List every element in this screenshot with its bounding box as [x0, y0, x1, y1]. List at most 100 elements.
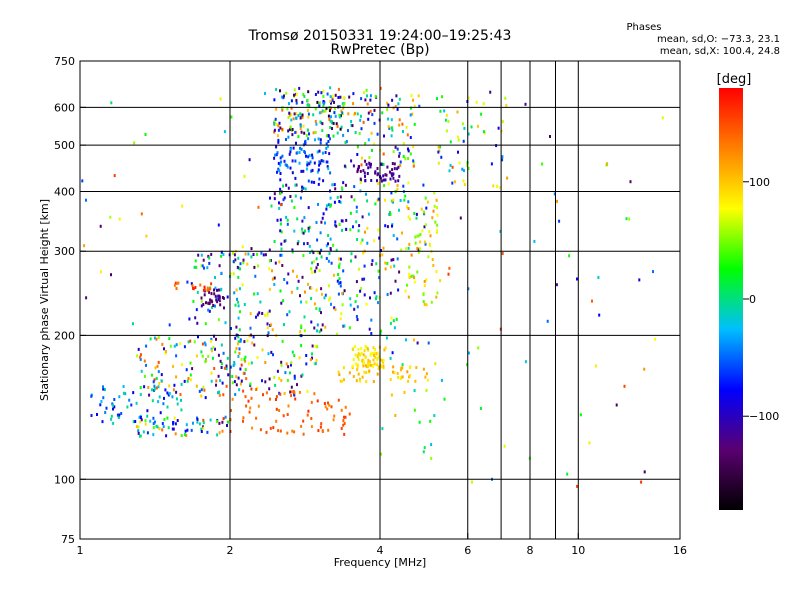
scatter-point	[256, 252, 258, 256]
scatter-point	[359, 289, 362, 293]
scatter-point	[393, 264, 396, 268]
scatter-point	[436, 213, 439, 217]
scatter-point	[176, 281, 179, 285]
scatter-point	[294, 176, 297, 180]
scatter-point	[144, 422, 147, 426]
scatter-point	[376, 132, 379, 136]
x-tick-label: 10	[571, 544, 585, 557]
scatter-point	[330, 261, 333, 265]
scatter-point	[293, 112, 296, 116]
scatter-point	[234, 303, 237, 307]
scatter-point	[413, 104, 416, 108]
scatter-point	[297, 279, 300, 283]
scatter-point	[407, 147, 409, 151]
scatter-point	[302, 169, 305, 173]
scatter-point	[288, 127, 291, 131]
scatter-point	[376, 199, 379, 203]
scatter-point	[316, 323, 319, 327]
scatter-point	[276, 151, 279, 155]
scatter-point	[333, 111, 336, 115]
scatter-point	[280, 301, 283, 305]
scatter-point	[241, 283, 244, 287]
scatter-point	[492, 184, 495, 188]
scatter-point	[320, 287, 323, 291]
scatter-point	[413, 122, 416, 126]
scatter-point	[350, 252, 353, 256]
scatter-point	[278, 409, 281, 412]
scatter-point	[330, 302, 332, 306]
scatter-point	[175, 390, 178, 394]
scatter-point	[153, 384, 156, 388]
scatter-point	[374, 355, 377, 359]
scatter-point	[398, 154, 401, 158]
scatter-point	[327, 140, 330, 143]
scatter-point	[237, 355, 240, 358]
scatter-point	[396, 167, 399, 171]
scatter-point	[355, 210, 358, 214]
scatter-point	[102, 385, 104, 389]
scatter-point	[229, 365, 232, 369]
scatter-point	[303, 131, 306, 135]
scatter-point	[271, 277, 274, 281]
scatter-point	[307, 137, 310, 141]
scatter-point	[377, 197, 380, 201]
scatter-point	[640, 480, 643, 484]
y-tick-label: 100	[54, 473, 75, 486]
scatter-point	[268, 387, 271, 391]
scatter-point	[368, 327, 371, 331]
scatter-point	[280, 379, 283, 382]
scatter-point	[406, 370, 409, 374]
scatter-point	[380, 179, 383, 183]
scatter-point	[239, 287, 241, 291]
scatter-point	[168, 337, 171, 341]
scatter-point	[300, 169, 303, 173]
scatter-point	[209, 418, 212, 422]
scatter-point	[424, 375, 427, 379]
scatter-point	[285, 215, 288, 219]
x-tick-label: 4	[377, 544, 384, 557]
grid-lines	[80, 61, 680, 539]
scatter-point	[257, 264, 260, 268]
scatter-point	[285, 183, 288, 187]
scatter-point	[149, 419, 152, 423]
scatter-point	[282, 299, 285, 303]
scatter-point	[413, 280, 416, 284]
x-tick-label: 6	[464, 544, 471, 557]
scatter-point	[480, 112, 483, 116]
scatter-point	[195, 308, 198, 312]
scatter-point	[373, 108, 376, 112]
scatter-point	[467, 96, 470, 100]
scatter-point	[264, 361, 267, 364]
scatter-point	[378, 236, 381, 240]
scatter-point	[327, 242, 329, 246]
scatter-point	[338, 265, 341, 269]
scatter-point	[85, 198, 87, 202]
scatter-point	[375, 295, 378, 299]
scatter-point	[449, 163, 452, 167]
scatter-point	[172, 427, 175, 431]
scatter-point	[320, 91, 323, 95]
scatter-point	[325, 204, 328, 208]
scatter-point	[461, 122, 464, 126]
scatter-point	[211, 349, 213, 353]
scatter-point	[162, 402, 165, 406]
scatter-point	[157, 400, 160, 404]
scatter-point	[172, 421, 175, 424]
scatter-point	[443, 397, 446, 401]
scatter-point	[327, 428, 330, 432]
scatter-point	[341, 186, 343, 190]
scatter-point	[335, 224, 338, 228]
scatter-point	[270, 204, 273, 208]
scatter-point	[175, 397, 178, 401]
scatter-point	[240, 379, 243, 383]
scatter-point	[445, 129, 448, 133]
scatter-point	[173, 283, 176, 287]
scatter-point	[222, 253, 225, 256]
scatter-point	[140, 369, 143, 373]
scatter-point	[309, 160, 312, 164]
scatter-point	[394, 414, 397, 417]
scatter-point	[215, 379, 218, 383]
scatter-point	[238, 351, 241, 355]
scatter-point	[294, 131, 297, 134]
scatter-point	[360, 163, 363, 167]
